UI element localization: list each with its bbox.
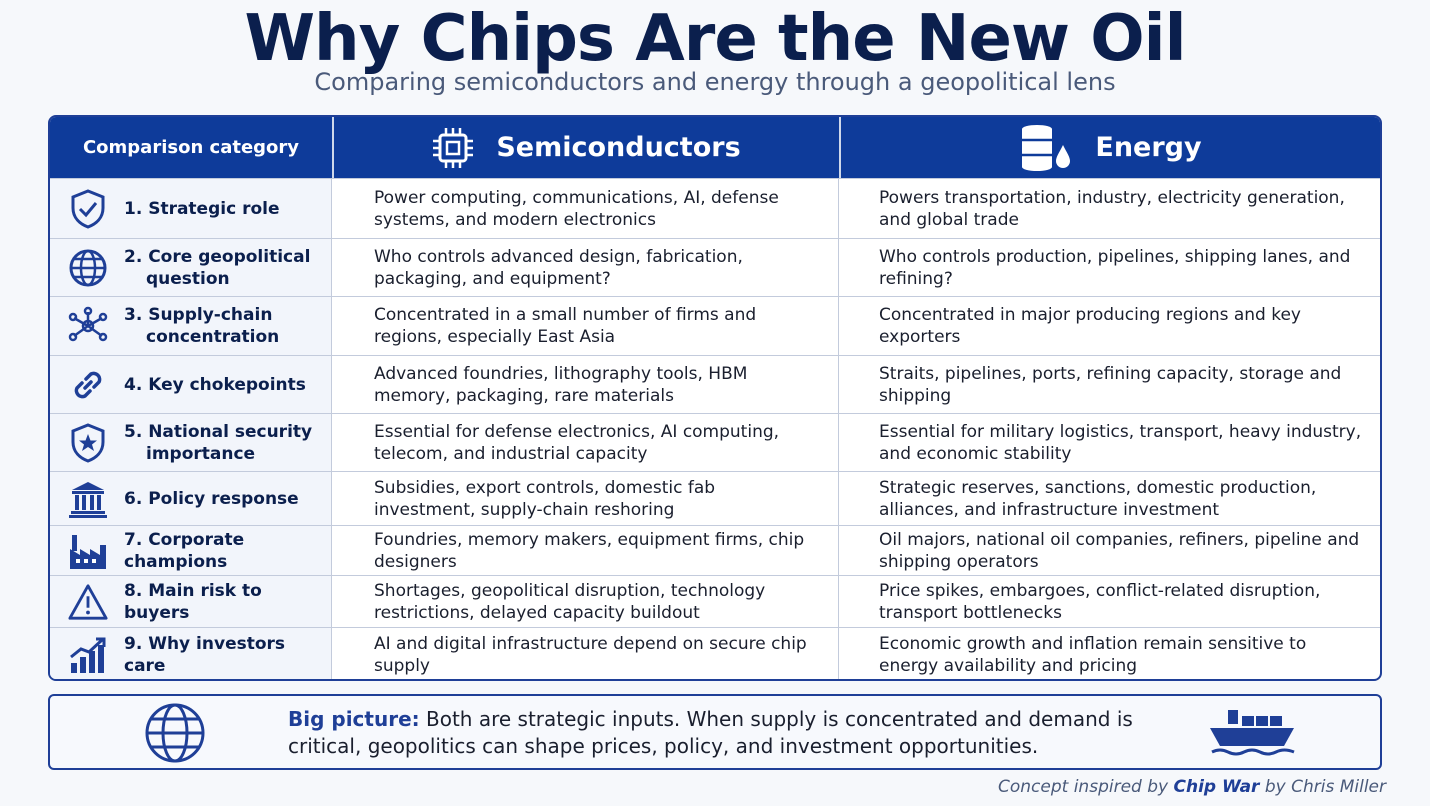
- category-label-line1: 1. Strategic role: [124, 198, 280, 219]
- category-label-line1: 7. Corporate champions: [124, 529, 245, 572]
- table-row: 6. Policy response Subsidies, export cont…: [50, 471, 1380, 525]
- energy-cell: Oil majors, national oil companies, refi…: [879, 529, 1360, 572]
- energy-cell: Strategic reserves, sanctions, domestic …: [879, 477, 1317, 520]
- header-energy: Energy: [839, 117, 1380, 178]
- table-row: 5. National security importance Essential …: [50, 413, 1380, 471]
- category-label-line2: concentration: [146, 327, 280, 347]
- category-label-line1: 2. Core geopolitical: [124, 246, 311, 267]
- table-row: 7. Corporate champions Foundries, memory …: [50, 525, 1380, 575]
- semiconductors-cell: Foundries, memory makers, equipment firm…: [332, 526, 839, 575]
- category-cell: 4. Key chokepoints: [50, 356, 332, 413]
- header-semiconductors-label: Semiconductors: [496, 132, 741, 163]
- semiconductors-cell: AI and digital infrastructure depend on …: [332, 628, 839, 679]
- category-label-line2: question: [146, 268, 230, 289]
- category-cell: 8. Main risk to buyers: [50, 576, 332, 627]
- energy-cell: Concentrated in major producing regions …: [879, 305, 1301, 347]
- category-cell: 7. Corporate champions: [50, 526, 332, 575]
- energy-cell: Essential for military logistics, transp…: [879, 421, 1362, 464]
- category-label-line1: 4. Key chokepoints: [124, 374, 306, 395]
- credit-suffix: by Chris Miller: [1259, 777, 1386, 797]
- header-energy-label: Energy: [1095, 132, 1202, 163]
- category-cell: 2. Core geopolitical question: [50, 239, 332, 296]
- category-label: 6. Policy response: [124, 488, 299, 510]
- table-row: 9. Why investors care AI and digital infr…: [50, 627, 1380, 679]
- energy-cell: Powers transportation, industry, electri…: [879, 187, 1345, 230]
- semiconductors-cell: Concentrated in a small number of firms …: [332, 297, 839, 355]
- category-label: 5. National security importance: [124, 421, 312, 465]
- category-label-line1: 8. Main risk to buyers: [124, 580, 262, 623]
- semiconductors-cell: Essential for defense electronics, AI co…: [332, 414, 839, 471]
- chain-link-icon: [68, 365, 108, 405]
- credit-prefix: Concept inspired by: [998, 777, 1174, 797]
- page-title: Why Chips Are the New Oil: [244, 2, 1186, 76]
- category-label: 2. Core geopolitical question: [124, 246, 310, 290]
- category-cell: 5. National security importance: [50, 414, 332, 471]
- category-label: 7. Corporate champions: [124, 529, 331, 573]
- page-subtitle: Comparing semiconductors and energy thro…: [314, 68, 1116, 96]
- category-label: 9. Why investors care: [124, 633, 331, 677]
- category-label: 8. Main risk to buyers: [124, 580, 331, 624]
- government-building-icon: [68, 479, 108, 519]
- warning-icon: [68, 582, 108, 622]
- table-row: 8. Main risk to buyers Shortages, geopoli…: [50, 575, 1380, 627]
- category-label-line1: 5. National security: [124, 421, 313, 442]
- category-label-line1: 3. Supply-chain: [124, 305, 273, 325]
- table-header: Comparison category Semiconductors: [50, 117, 1380, 178]
- cargo-ship-icon: [1210, 710, 1295, 756]
- category-label: 4. Key chokepoints: [124, 374, 306, 396]
- category-label-line1: 6. Policy response: [124, 488, 299, 509]
- energy-cell: Price spikes, embargoes, conflict-relate…: [879, 580, 1321, 623]
- table-row: 2. Core geopolitical question Who controls…: [50, 238, 1380, 296]
- shield-check-icon: [68, 188, 108, 229]
- shield-star-icon: [68, 422, 108, 463]
- semiconductors-cell: Who controls advanced design, fabricatio…: [332, 239, 839, 296]
- category-cell: 9. Why investors care: [50, 628, 332, 679]
- credit-book: Chip War: [1173, 777, 1260, 797]
- category-cell: 3. Supply-chain concentration: [50, 297, 332, 355]
- comparison-table: Comparison category Semiconductors: [48, 115, 1382, 681]
- big-picture-box: Big picture: Both are strategic inputs. …: [48, 694, 1382, 770]
- growth-chart-icon: [68, 635, 108, 675]
- header-category: Comparison category: [50, 117, 334, 178]
- header-semiconductors: Semiconductors: [332, 117, 841, 178]
- category-label-line1: 9. Why investors care: [124, 633, 286, 676]
- factory-icon: [68, 531, 108, 571]
- credit-line: Concept inspired by Chip War by Chris Mi…: [998, 777, 1386, 797]
- globe-icon: [68, 248, 108, 288]
- semiconductors-cell: Power computing, communications, AI, def…: [332, 179, 839, 238]
- semiconductors-cell: Subsidies, export controls, domestic fab…: [332, 472, 839, 525]
- semiconductors-cell: Shortages, geopolitical disruption, tech…: [332, 576, 839, 627]
- energy-cell: Straits, pipelines, ports, refining capa…: [879, 363, 1342, 406]
- big-picture-text: Big picture: Both are strategic inputs. …: [288, 706, 1188, 760]
- semiconductors-cell: Advanced foundries, lithography tools, H…: [332, 356, 839, 413]
- energy-cell: Who controls production, pipelines, ship…: [879, 246, 1351, 289]
- big-picture-lead: Big picture:: [288, 707, 420, 731]
- category-label: 3. Supply-chain concentration: [124, 304, 279, 348]
- globe-icon: [145, 703, 205, 763]
- table-row: 4. Key chokepoints Advanced foundries, li…: [50, 355, 1380, 413]
- category-cell: 1. Strategic role: [50, 179, 332, 238]
- table-row: 3. Supply-chain concentration Concentrated…: [50, 296, 1380, 355]
- network-icon: [68, 306, 108, 346]
- oil-barrel-icon: [1022, 124, 1071, 171]
- table-row: 1. Strategic role Power computing, commun…: [50, 178, 1380, 238]
- big-picture-body: Both are strategic inputs. When supply i…: [288, 707, 1133, 758]
- chip-icon: [433, 127, 474, 168]
- energy-cell: Economic growth and inflation remain sen…: [879, 633, 1307, 676]
- category-cell: 6. Policy response: [50, 472, 332, 525]
- category-label: 1. Strategic role: [124, 198, 280, 220]
- category-label-line2: importance: [146, 443, 256, 464]
